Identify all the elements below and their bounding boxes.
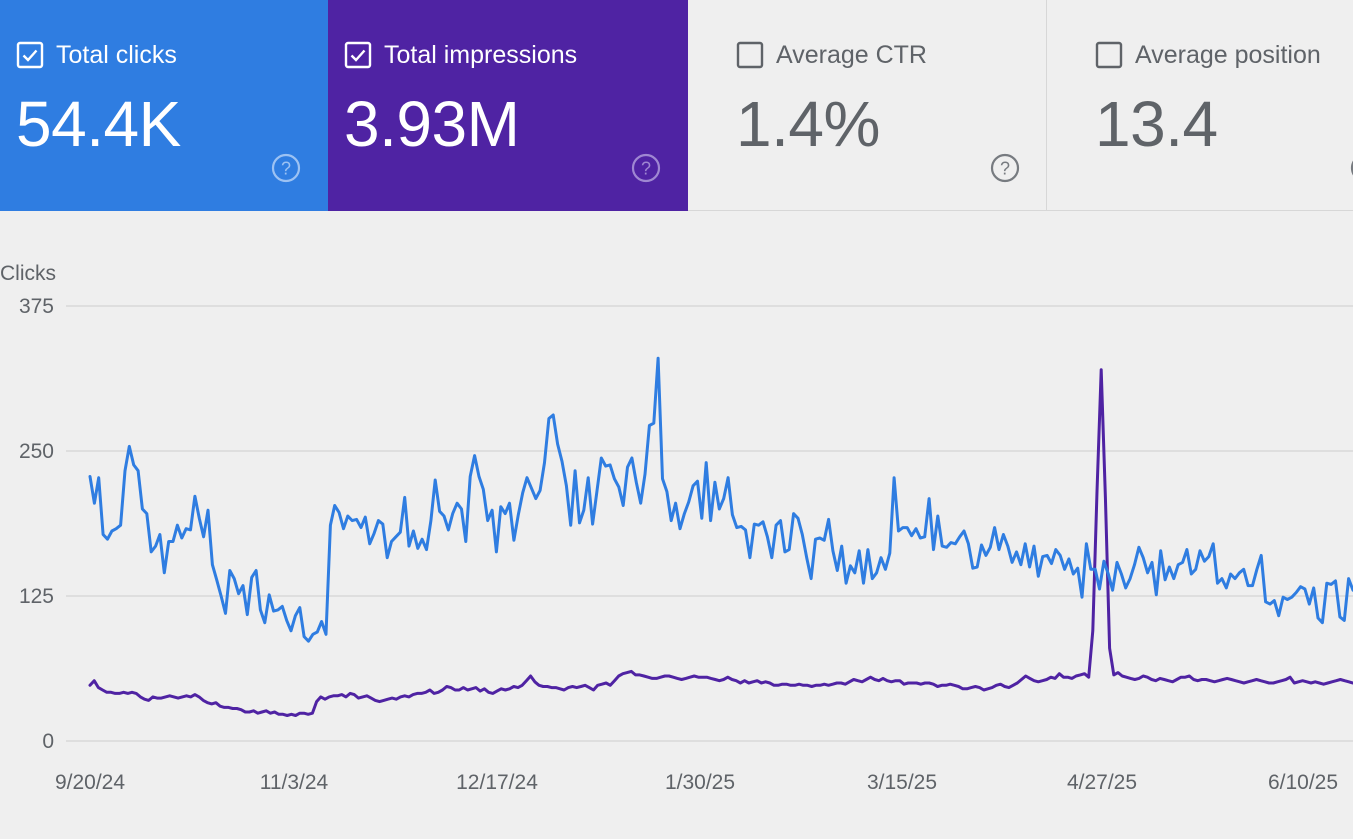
x-tick-labels: 9/20/24 11/3/24 12/17/24 1/30/25 3/15/25 4/27… (55, 771, 1338, 794)
checkbox-checked-icon[interactable] (344, 41, 372, 69)
series-line-impressions (88, 368, 1353, 717)
y-tick-label: 250 (19, 440, 54, 463)
checkbox-checked-icon[interactable] (16, 41, 44, 69)
x-tick-label: 11/3/24 (260, 771, 329, 794)
svg-text:?: ? (641, 159, 651, 179)
x-tick-label: 9/20/24 (55, 771, 125, 794)
x-tick-label: 12/17/24 (456, 771, 538, 794)
y-tick-label: 375 (19, 295, 54, 318)
card-value: 13.4 (1095, 88, 1218, 160)
y-tick-labels: 375 250 125 0 (19, 295, 54, 753)
gridlines (66, 305, 1353, 742)
svg-text:?: ? (281, 159, 291, 179)
card-value: 3.93M (344, 88, 520, 160)
x-tick-label: 1/30/25 (665, 771, 735, 794)
checkbox-unchecked-icon[interactable] (736, 41, 764, 69)
card-header: Total clicks (16, 40, 177, 70)
card-average-position[interactable]: Average position 13.4 ? (1047, 0, 1353, 211)
performance-chart: Clicks 375 250 125 0 9/20/24 11/3/24 12/17/24… (0, 211, 1353, 834)
series-line-clicks (88, 356, 1353, 643)
help-icon[interactable]: ? (270, 152, 302, 184)
card-value: 1.4% (736, 88, 880, 160)
checkbox-unchecked-icon[interactable] (1095, 41, 1123, 69)
card-total-clicks[interactable]: Total clicks 54.4K ? (0, 0, 328, 211)
card-average-ctr[interactable]: Average CTR 1.4% ? (688, 0, 1047, 211)
help-icon[interactable]: ? (1349, 152, 1353, 184)
y-tick-label: 0 (42, 730, 54, 753)
series-lines (88, 356, 1353, 717)
help-icon[interactable]: ? (630, 152, 662, 184)
card-header: Total impressions (344, 40, 577, 70)
svg-text:?: ? (1000, 159, 1010, 179)
x-tick-label: 6/10/25 (1268, 771, 1338, 794)
card-label: Total impressions (384, 41, 578, 69)
metric-cards: Total clicks 54.4K ? Total impressions 3… (0, 0, 1353, 211)
card-total-impressions[interactable]: Total impressions 3.93M ? (328, 0, 688, 211)
card-value: 54.4K (16, 88, 181, 160)
x-tick-label: 4/27/25 (1067, 771, 1137, 794)
y-axis-label: Clicks (0, 262, 56, 285)
line-chart: Clicks 375 250 125 0 9/20/24 11/3/24 12/17/24… (0, 262, 1353, 794)
card-label: Average CTR (776, 41, 927, 69)
card-label: Total clicks (56, 41, 177, 69)
y-tick-label: 125 (19, 585, 54, 608)
help-icon[interactable]: ? (989, 152, 1021, 184)
x-tick-label: 3/15/25 (867, 771, 937, 794)
card-label: Average position (1135, 41, 1321, 69)
card-header: Average CTR (736, 40, 927, 70)
card-header: Average position (1095, 40, 1321, 70)
